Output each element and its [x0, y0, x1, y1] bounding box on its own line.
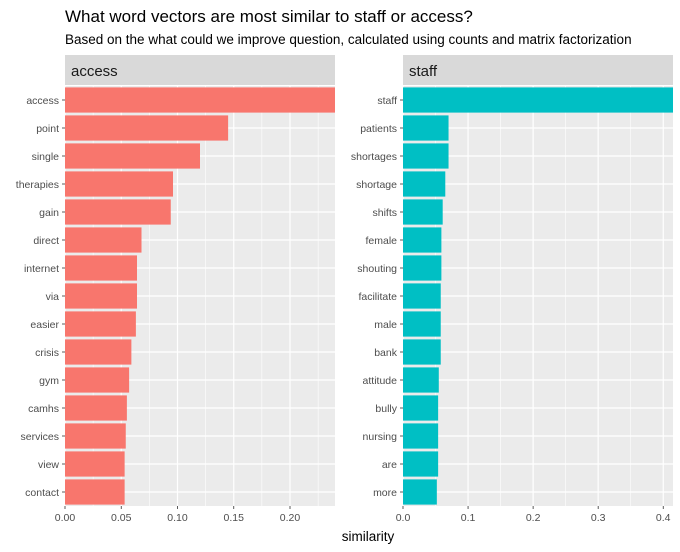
category-label: contact: [25, 487, 59, 499]
facet-strip-label: access: [71, 63, 118, 80]
category-label: facilitate: [358, 291, 397, 303]
bar-female: [403, 227, 442, 253]
bar-bank: [403, 339, 441, 365]
category-label: easier: [30, 319, 59, 331]
chart-subtitle: Based on the what could we improve quest…: [65, 32, 632, 47]
bar-more: [403, 479, 437, 505]
bar-attitude: [403, 367, 439, 393]
bar-single: [65, 143, 200, 169]
category-label: shortages: [351, 151, 397, 163]
bar-services: [65, 423, 126, 449]
bar-gain: [65, 199, 171, 225]
category-label: shifts: [372, 207, 397, 219]
bar-bully: [403, 395, 439, 421]
bar-are: [403, 451, 439, 477]
facet-strip-label: staff: [409, 63, 438, 80]
category-label: male: [374, 319, 397, 331]
category-label: single: [32, 151, 60, 163]
bar-shortages: [403, 143, 449, 169]
bar-shouting: [403, 255, 442, 281]
bar-via: [65, 283, 137, 309]
category-label: bank: [374, 347, 398, 359]
bar-easier: [65, 311, 136, 337]
category-label: view: [38, 459, 59, 471]
bar-crisis: [65, 339, 132, 365]
category-label: attitude: [363, 375, 398, 387]
facet-panels: access access point single therapies gain dire…: [16, 55, 673, 524]
bar-shifts: [403, 199, 443, 225]
x-tick-label: 0.05: [111, 512, 132, 524]
category-label: nursing: [363, 431, 398, 443]
x-tick-label: 0.15: [224, 512, 245, 524]
facet-panel-staff: staff staff patients shortages shortage shift…: [351, 55, 673, 524]
x-tick-label: 0.20: [280, 512, 301, 524]
category-label: therapies: [16, 179, 59, 191]
x-tick-label: 0.0: [396, 512, 411, 524]
x-tick-label: 0.2: [526, 512, 541, 524]
x-axis-title: similarity: [342, 529, 395, 544]
category-label: access: [26, 95, 59, 107]
category-label: gain: [39, 207, 59, 219]
category-label: point: [36, 123, 59, 135]
category-label: more: [373, 487, 397, 499]
bar-point: [65, 115, 229, 141]
bar-gym: [65, 367, 130, 393]
category-label: direct: [33, 235, 59, 247]
bar-therapies: [65, 171, 173, 197]
bar-internet: [65, 255, 137, 281]
x-tick-label: 0.00: [55, 512, 76, 524]
category-label: via: [46, 291, 60, 303]
bar-nursing: [403, 423, 439, 449]
category-label: gym: [39, 375, 59, 387]
bar-male: [403, 311, 441, 337]
bar-view: [65, 451, 125, 477]
bar-shortage: [403, 171, 446, 197]
category-label: crisis: [35, 347, 59, 359]
category-label: bully: [375, 403, 397, 415]
category-label: camhs: [28, 403, 59, 415]
bar-camhs: [65, 395, 127, 421]
category-label: are: [382, 459, 397, 471]
category-label: female: [365, 235, 397, 247]
facet-strip: [65, 55, 335, 85]
facet-panel-access: access access point single therapies gain dire…: [16, 55, 335, 524]
bar-staff: [403, 87, 673, 113]
category-label: shortage: [356, 179, 397, 191]
category-label: shouting: [357, 263, 397, 275]
bar-patients: [403, 115, 449, 141]
x-tick-label: 0.3: [591, 512, 606, 524]
chart-title: What word vectors are most similar to st…: [65, 7, 473, 26]
category-label: patients: [360, 123, 397, 135]
bar-direct: [65, 227, 142, 253]
x-tick-label: 0.1: [461, 512, 476, 524]
bar-contact: [65, 479, 125, 505]
facet-strip: [403, 55, 673, 85]
category-label: services: [20, 431, 59, 443]
bar-facilitate: [403, 283, 441, 309]
x-tick-label: 0.10: [167, 512, 188, 524]
category-label: internet: [24, 263, 59, 275]
x-tick-label: 0.4: [656, 512, 671, 524]
category-label: staff: [377, 95, 397, 107]
bar-access: [65, 87, 335, 113]
